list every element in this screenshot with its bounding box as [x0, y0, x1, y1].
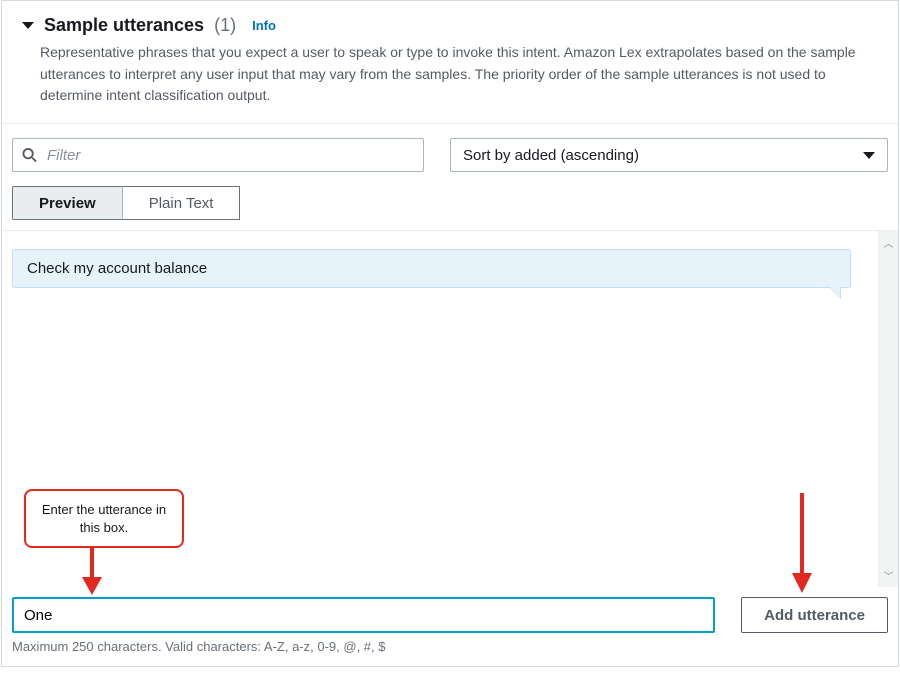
utterance-text: Check my account balance: [27, 260, 207, 277]
bubble-tail-icon: [830, 287, 840, 297]
sort-select[interactable]: Sort by added (ascending): [450, 138, 888, 172]
controls-bar: Sort by added (ascending) Preview Plain …: [2, 123, 898, 230]
callout-text: Enter the utterance in this box.: [42, 502, 166, 535]
scrollbar[interactable]: ︿ ﹀: [878, 231, 898, 587]
utterances-canvas-wrap: Check my account balance Enter the utter…: [2, 230, 898, 587]
chevron-down-icon: [863, 152, 875, 159]
search-icon: [22, 148, 37, 163]
filter-wrap: [12, 138, 424, 172]
scroll-up-icon[interactable]: ︿: [884, 235, 894, 250]
panel-title: Sample utterances: [44, 15, 204, 36]
info-link[interactable]: Info: [252, 18, 276, 33]
view-mode-segmented: Preview Plain Text: [12, 186, 888, 220]
input-hint: Maximum 250 characters. Valid characters…: [12, 639, 888, 654]
arrow-to-button-icon: [782, 493, 822, 593]
footer: Add utterance Maximum 250 characters. Va…: [2, 587, 898, 666]
tab-plain-text[interactable]: Plain Text: [122, 186, 241, 220]
add-utterance-button[interactable]: Add utterance: [741, 597, 888, 633]
tab-preview[interactable]: Preview: [12, 186, 122, 220]
utterance-input[interactable]: [12, 597, 715, 633]
panel-header: Sample utterances (1) Info Representativ…: [2, 1, 898, 123]
annotation-callout: Enter the utterance in this box.: [24, 489, 184, 548]
sort-label: Sort by added (ascending): [463, 147, 639, 164]
panel-description: Representative phrases that you expect a…: [40, 42, 878, 107]
filter-input[interactable]: [12, 138, 424, 172]
utterance-bubble[interactable]: Check my account balance: [12, 249, 851, 288]
scroll-down-icon[interactable]: ﹀: [884, 568, 894, 583]
utterance-count: (1): [214, 15, 236, 36]
sample-utterances-panel: Sample utterances (1) Info Representativ…: [1, 0, 899, 667]
utterances-canvas: Check my account balance Enter the utter…: [2, 231, 878, 587]
collapse-caret-icon[interactable]: [22, 22, 34, 29]
